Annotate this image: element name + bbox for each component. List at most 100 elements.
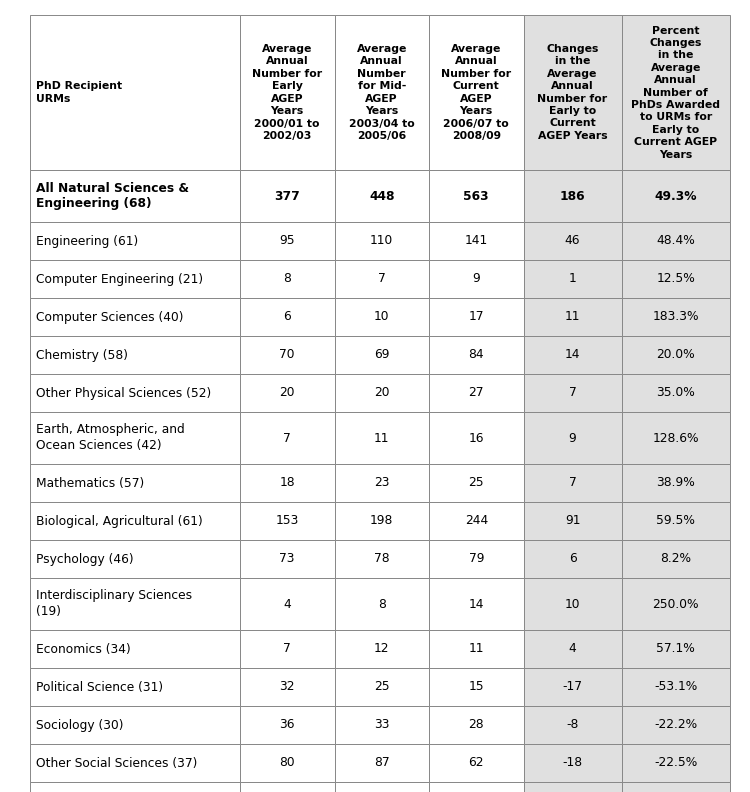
Text: 7: 7 bbox=[568, 386, 576, 399]
Bar bbox=[429, 15, 524, 170]
Text: Average
Annual
Number for
Early
AGEP
Years
2000/01 to
2002/03: Average Annual Number for Early AGEP Yea… bbox=[252, 44, 322, 141]
Bar bbox=[334, 706, 429, 744]
Text: 70: 70 bbox=[280, 348, 295, 361]
Text: 8: 8 bbox=[284, 272, 291, 285]
Text: 9: 9 bbox=[568, 432, 576, 444]
Bar bbox=[524, 15, 622, 170]
Bar bbox=[334, 298, 429, 336]
Bar bbox=[429, 222, 524, 260]
Bar bbox=[30, 502, 240, 540]
Text: Changes
in the
Average
Annual
Number for
Early to
Current
AGEP Years: Changes in the Average Annual Number for… bbox=[538, 44, 608, 141]
Text: 84: 84 bbox=[469, 348, 484, 361]
Text: -22.5%: -22.5% bbox=[654, 756, 698, 770]
Bar bbox=[524, 668, 622, 706]
Text: Biological, Agricultural (61): Biological, Agricultural (61) bbox=[36, 515, 203, 527]
Text: 4: 4 bbox=[284, 597, 291, 611]
Bar bbox=[524, 578, 622, 630]
Bar bbox=[429, 630, 524, 668]
Text: Engineering (61): Engineering (61) bbox=[36, 234, 138, 247]
Text: 73: 73 bbox=[280, 553, 295, 565]
Bar bbox=[622, 706, 730, 744]
Bar bbox=[429, 464, 524, 502]
Bar bbox=[30, 336, 240, 374]
Text: 244: 244 bbox=[464, 515, 488, 527]
Text: 25: 25 bbox=[469, 477, 484, 489]
Bar bbox=[622, 744, 730, 782]
Bar bbox=[240, 170, 334, 222]
Bar bbox=[334, 260, 429, 298]
Text: 78: 78 bbox=[374, 553, 389, 565]
Text: Percent
Changes
in the
Average
Annual
Number of
PhDs Awarded
to URMs for
Early t: Percent Changes in the Average Annual Nu… bbox=[632, 25, 720, 159]
Bar bbox=[334, 336, 429, 374]
Bar bbox=[30, 706, 240, 744]
Bar bbox=[524, 706, 622, 744]
Text: 9: 9 bbox=[472, 272, 480, 285]
Text: 20.0%: 20.0% bbox=[656, 348, 695, 361]
Bar bbox=[30, 744, 240, 782]
Text: -18: -18 bbox=[562, 756, 583, 770]
Text: 12.5%: 12.5% bbox=[656, 272, 695, 285]
Text: -22.2%: -22.2% bbox=[654, 718, 698, 732]
Bar bbox=[30, 668, 240, 706]
Bar bbox=[622, 578, 730, 630]
Text: 10: 10 bbox=[565, 597, 580, 611]
Text: Psychology (46): Psychology (46) bbox=[36, 553, 134, 565]
Text: 32: 32 bbox=[280, 680, 295, 694]
Bar bbox=[524, 782, 622, 792]
Text: 6: 6 bbox=[568, 553, 576, 565]
Text: 59.5%: 59.5% bbox=[656, 515, 695, 527]
Bar bbox=[240, 298, 334, 336]
Text: All Natural Sciences &
Engineering (68): All Natural Sciences & Engineering (68) bbox=[36, 181, 189, 211]
Text: 14: 14 bbox=[469, 597, 484, 611]
Text: 17: 17 bbox=[469, 310, 484, 323]
Text: 110: 110 bbox=[370, 234, 393, 247]
Text: 198: 198 bbox=[370, 515, 394, 527]
Text: 12: 12 bbox=[374, 642, 389, 656]
Text: Earth, Atmospheric, and
Ocean Sciences (42): Earth, Atmospheric, and Ocean Sciences (… bbox=[36, 424, 184, 452]
Text: 448: 448 bbox=[369, 189, 394, 203]
Bar bbox=[524, 374, 622, 412]
Bar bbox=[334, 464, 429, 502]
Bar bbox=[30, 464, 240, 502]
Bar bbox=[30, 578, 240, 630]
Bar bbox=[240, 374, 334, 412]
Bar bbox=[334, 374, 429, 412]
Text: 128.6%: 128.6% bbox=[652, 432, 699, 444]
Text: 49.3%: 49.3% bbox=[655, 189, 697, 203]
Bar bbox=[622, 15, 730, 170]
Bar bbox=[334, 15, 429, 170]
Bar bbox=[334, 502, 429, 540]
Bar bbox=[429, 578, 524, 630]
Text: 69: 69 bbox=[374, 348, 389, 361]
Bar bbox=[429, 668, 524, 706]
Bar bbox=[30, 170, 240, 222]
Text: 80: 80 bbox=[280, 756, 295, 770]
Bar bbox=[429, 502, 524, 540]
Text: 10: 10 bbox=[374, 310, 389, 323]
Text: 14: 14 bbox=[565, 348, 580, 361]
Text: 4: 4 bbox=[568, 642, 576, 656]
Text: 33: 33 bbox=[374, 718, 389, 732]
Bar bbox=[429, 540, 524, 578]
Bar bbox=[240, 412, 334, 464]
Text: 87: 87 bbox=[374, 756, 389, 770]
Bar bbox=[334, 668, 429, 706]
Bar bbox=[240, 630, 334, 668]
Bar bbox=[240, 744, 334, 782]
Bar bbox=[240, 336, 334, 374]
Text: 11: 11 bbox=[565, 310, 580, 323]
Bar bbox=[240, 668, 334, 706]
Text: -17: -17 bbox=[562, 680, 583, 694]
Text: Economics (34): Economics (34) bbox=[36, 642, 130, 656]
Bar bbox=[240, 578, 334, 630]
Text: 6: 6 bbox=[284, 310, 291, 323]
Text: 7: 7 bbox=[568, 477, 576, 489]
Bar bbox=[622, 412, 730, 464]
Bar bbox=[240, 782, 334, 792]
Bar bbox=[429, 298, 524, 336]
Text: Computer Sciences (40): Computer Sciences (40) bbox=[36, 310, 184, 323]
Text: 141: 141 bbox=[464, 234, 488, 247]
Bar bbox=[622, 630, 730, 668]
Bar bbox=[429, 412, 524, 464]
Bar bbox=[334, 412, 429, 464]
